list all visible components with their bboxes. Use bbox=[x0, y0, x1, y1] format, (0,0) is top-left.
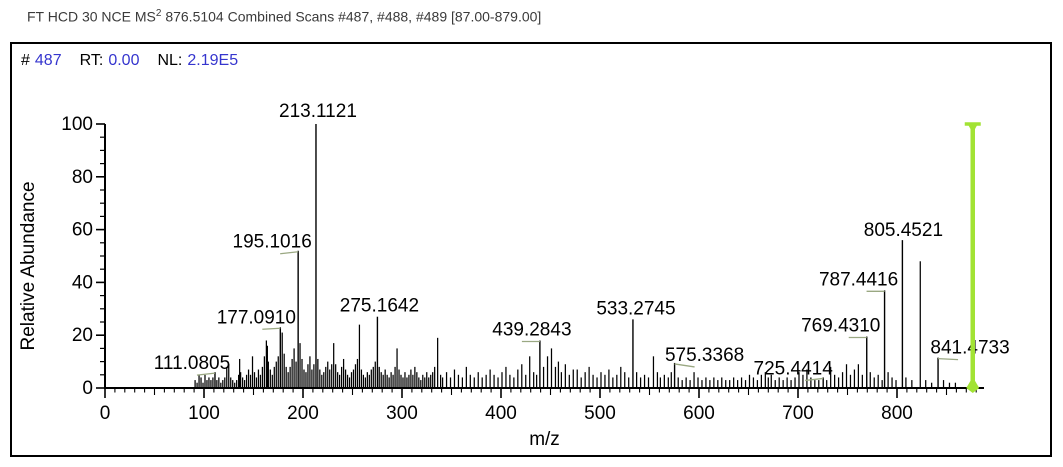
precursor-marker bbox=[964, 122, 981, 393]
spectrum-title: FT HCD 30 NCE MS2 876.5104 Combined Scan… bbox=[27, 8, 541, 25]
peak-label: 841.4733 bbox=[930, 338, 1009, 359]
svg-text:m/z: m/z bbox=[529, 429, 560, 450]
nl-value: 2.19E5 bbox=[187, 52, 239, 69]
peak-label: 195.1016 bbox=[233, 232, 312, 253]
svg-text:80: 80 bbox=[72, 167, 93, 188]
svg-text:500: 500 bbox=[584, 403, 616, 424]
title-prefix: FT HCD 30 NCE MS bbox=[27, 8, 156, 25]
scan-number-value: 487 bbox=[34, 52, 62, 69]
spectrum-panel: #487 RT: 0.00 NL: 2.19E5 0 20 40 60 80 100 0 100 200… bbox=[10, 42, 1052, 457]
svg-text:100: 100 bbox=[61, 114, 93, 135]
scan-header: #487 RT: 0.00 NL: 2.19E5 bbox=[21, 52, 238, 70]
peak-label: 787.4416 bbox=[819, 269, 898, 290]
svg-text:20: 20 bbox=[72, 325, 93, 346]
peak-label: 177.0910 bbox=[217, 307, 296, 328]
rt-label: RT: bbox=[79, 52, 104, 69]
svg-text:0: 0 bbox=[82, 378, 93, 399]
svg-text:700: 700 bbox=[782, 403, 814, 424]
svg-text:40: 40 bbox=[72, 272, 93, 293]
svg-text:600: 600 bbox=[683, 403, 715, 424]
svg-text:300: 300 bbox=[386, 403, 418, 424]
svg-text:100: 100 bbox=[188, 403, 220, 424]
svg-text:60: 60 bbox=[72, 220, 93, 241]
spectrum-plot: 0 20 40 60 80 100 0 100 200 300 400 500 600 700 800 m/z… bbox=[18, 101, 1010, 450]
title-superscript: 2 bbox=[155, 8, 162, 19]
peak-label: 533.2745 bbox=[596, 298, 675, 319]
nl-label: NL: bbox=[157, 52, 183, 69]
peak-label: 439.2843 bbox=[492, 319, 571, 340]
svg-text:400: 400 bbox=[485, 403, 517, 424]
svg-text:800: 800 bbox=[881, 403, 913, 424]
y-axis-title: Relative Abundance bbox=[18, 181, 39, 350]
peak-label: 725.4414 bbox=[754, 358, 834, 379]
peak-label: 575.3368 bbox=[665, 345, 744, 366]
svg-text:200: 200 bbox=[287, 403, 319, 424]
rt-value: 0.00 bbox=[108, 52, 140, 69]
peaks-group bbox=[194, 261, 957, 388]
svg-text:0: 0 bbox=[100, 403, 111, 424]
peak-label: 275.1642 bbox=[340, 296, 419, 317]
scan-number-label: # bbox=[21, 52, 30, 69]
peak-labels-group: 111.0805 177.0910 195.1016 213.1121 275.1642… bbox=[154, 101, 1010, 388]
peak-label: 805.4521 bbox=[864, 220, 943, 241]
peak-label: 111.0805 bbox=[154, 353, 230, 374]
title-suffix: 876.5104 Combined Scans #487, #488, #489… bbox=[161, 8, 542, 25]
peak-label: 769.4310 bbox=[801, 316, 880, 337]
peak-label: 213.1121 bbox=[279, 101, 357, 122]
